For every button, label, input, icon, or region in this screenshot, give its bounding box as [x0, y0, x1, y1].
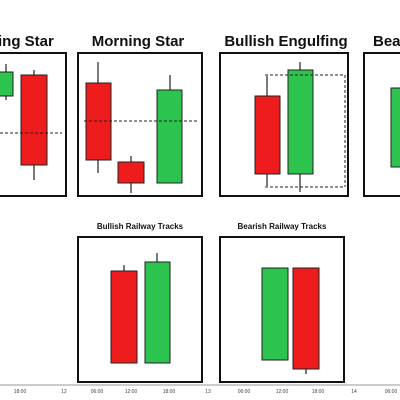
panel-title: Bearish Railway Tracks	[238, 222, 327, 231]
candles	[261, 267, 320, 374]
panel-frame	[77, 236, 203, 383]
candles	[0, 64, 62, 180]
candles	[84, 62, 198, 193]
panel-frame	[363, 52, 400, 197]
panel-frame	[0, 52, 67, 197]
panel-frame	[77, 52, 203, 197]
axis-label: 12:00	[125, 389, 138, 395]
panel-frame	[219, 52, 349, 197]
panel-title: ing Star	[0, 33, 54, 50]
candles	[254, 62, 346, 192]
axis-label: 13	[205, 389, 211, 395]
panel-title: Bear	[373, 33, 400, 50]
axis-label: 18:00	[312, 389, 325, 395]
axis-label: 06:00	[238, 389, 251, 395]
axis-label: 06:00	[385, 389, 398, 395]
panel-title: Bullish Engulfing	[224, 33, 347, 50]
candles	[110, 253, 171, 364]
axis-label: 18:00	[163, 389, 176, 395]
candles	[390, 87, 400, 168]
axis-label: 12:00	[276, 389, 289, 395]
axis-label: 06:00	[91, 389, 104, 395]
axis-labels: 18:00 12 06:00 12:00 18:00 13 06:00 12:00 18:00 1…	[14, 389, 398, 395]
axis-label: 12	[61, 389, 67, 395]
axis-label: 14	[351, 389, 357, 395]
panel-title: Bullish Railway Tracks	[97, 222, 184, 231]
panel-title: Morning Star	[92, 33, 185, 50]
axis-label: 18:00	[14, 389, 27, 395]
panel-frame	[219, 236, 345, 383]
